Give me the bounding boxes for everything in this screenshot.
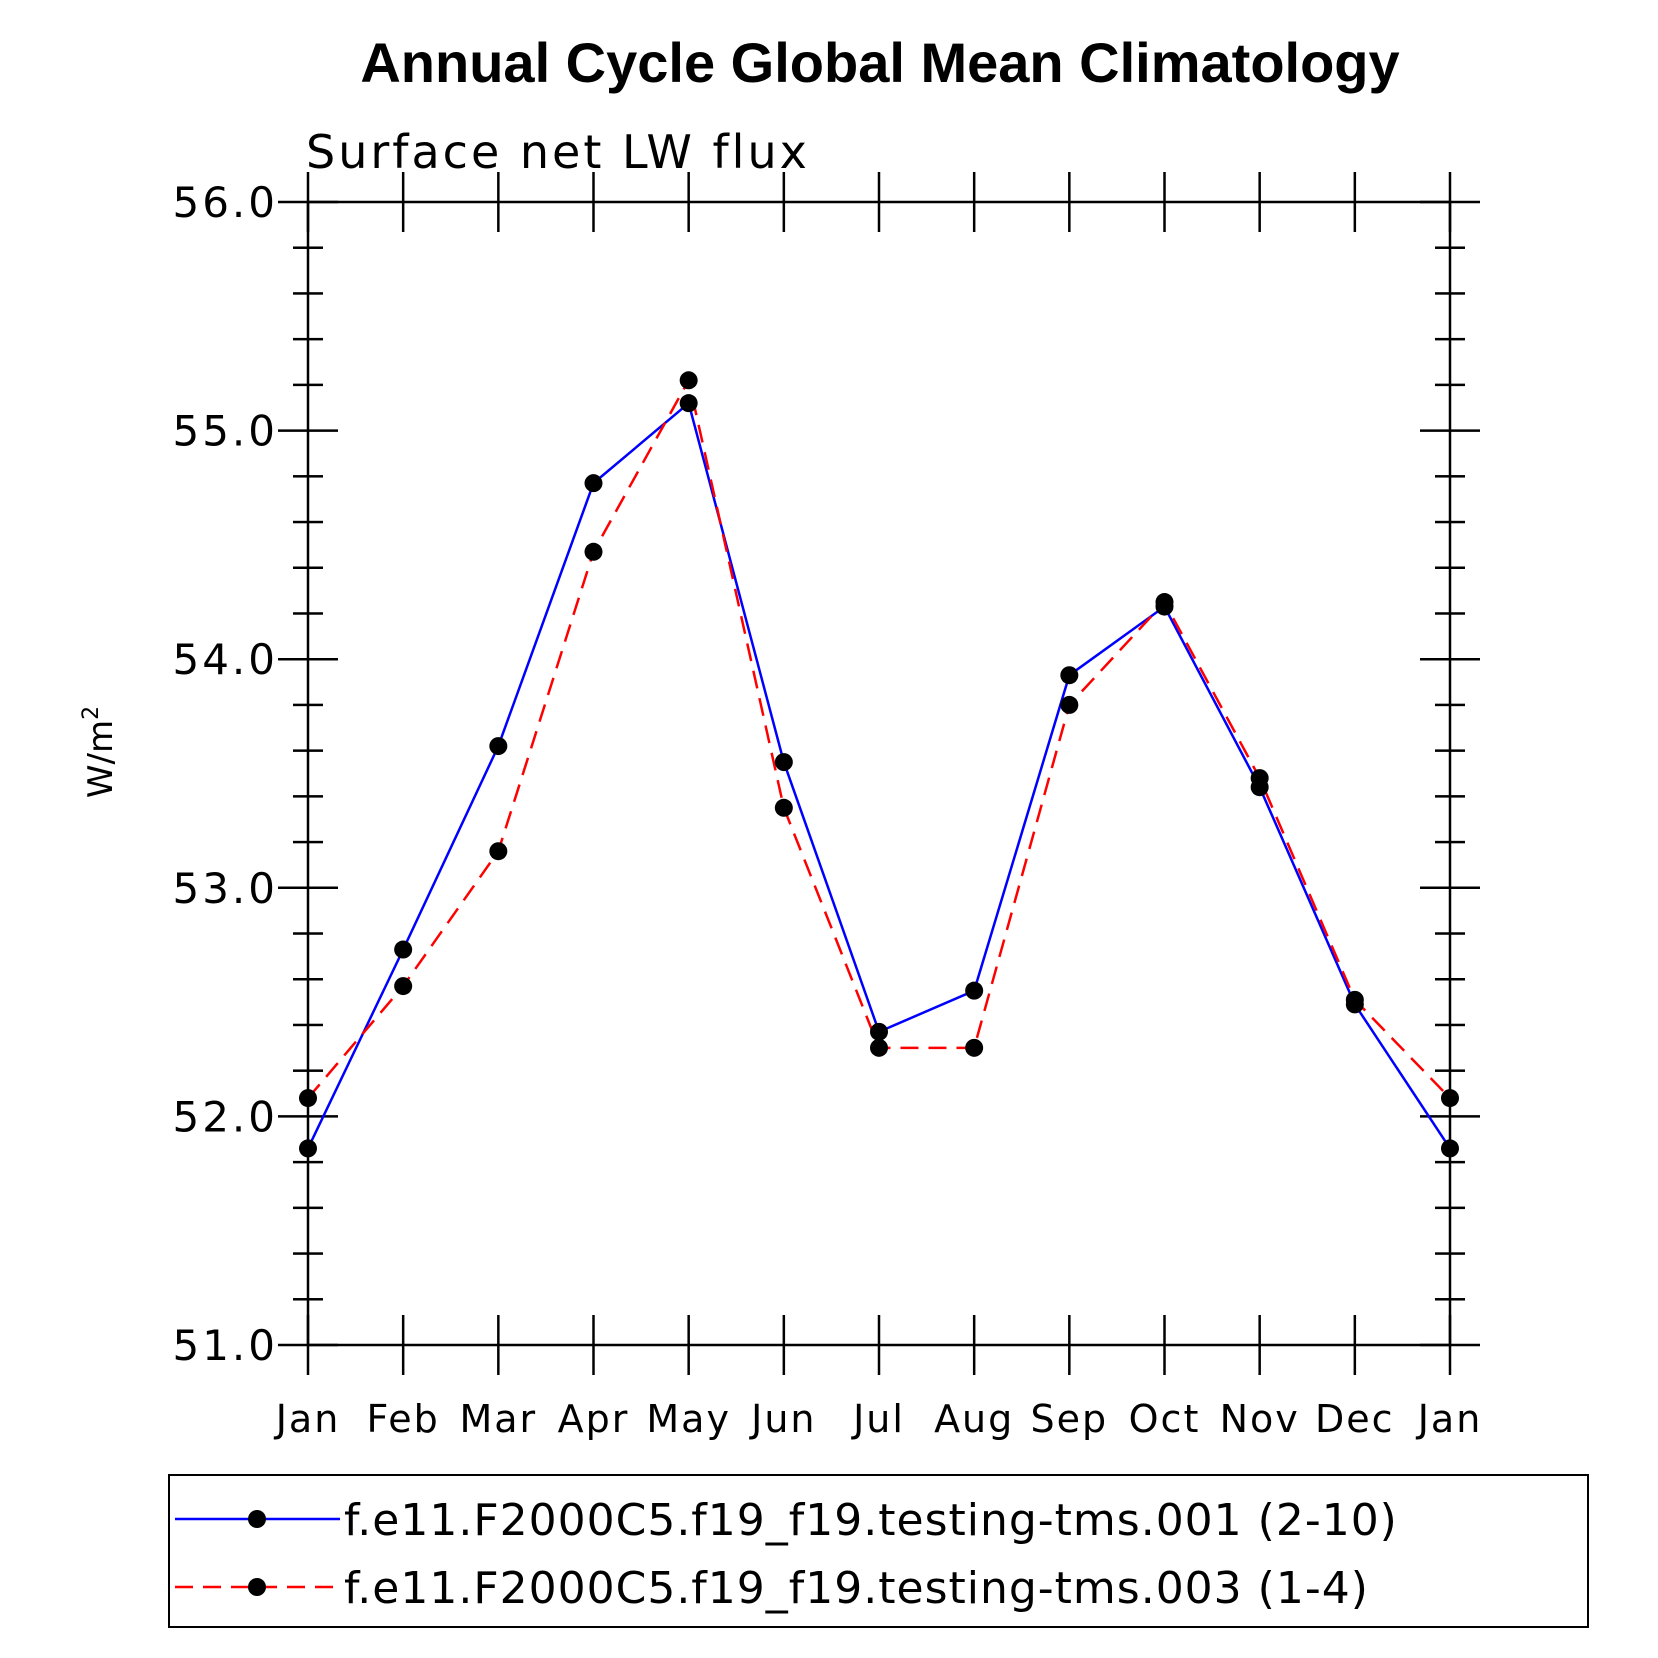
x-tick-label: Nov <box>1220 1397 1300 1441</box>
data-point-series-2 <box>1345 990 1364 1009</box>
series-layer <box>299 371 1459 1158</box>
x-tick-label: Aug <box>934 1397 1014 1441</box>
series-line-2 <box>307 376 1451 1099</box>
data-point-series-1 <box>489 737 508 756</box>
y-tick-label: 52.0 <box>172 1092 278 1141</box>
data-point-series-2 <box>965 1038 984 1057</box>
y-tick-label: 51.0 <box>172 1321 278 1370</box>
chart-title: Annual Cycle Global Mean Climatology <box>360 31 1399 94</box>
y-tick-label: 54.0 <box>172 635 278 684</box>
x-tick-label: May <box>646 1397 731 1441</box>
data-point-series-2 <box>584 542 603 561</box>
x-tick-labels: Jan Feb Mar Apr May Jun Jul Aug Sep Oct Nov Dec Jan <box>274 1397 1483 1441</box>
data-point-series-1 <box>679 394 698 413</box>
x-tick-label: Jul <box>851 1397 905 1441</box>
y-axis-label-base: W/m <box>81 720 121 798</box>
data-point-series-1 <box>870 1022 888 1041</box>
legend-marker-series-1 <box>248 1510 266 1528</box>
legend-label-series-2: f.e11.F2000C5.f19_f19.testing-tms.003 (1… <box>344 1563 1369 1614</box>
x-tick-label: Jan <box>274 1397 341 1441</box>
y-tick-label: 56.0 <box>172 178 278 227</box>
y-axis-label: W/m2 <box>79 706 121 798</box>
x-tick-label: Apr <box>558 1397 630 1441</box>
chart-subtitle: Surface net LW flux <box>306 125 810 179</box>
data-point-series-1 <box>1441 1139 1459 1158</box>
data-point-series-2 <box>1060 695 1079 714</box>
data-point-series-1 <box>299 1139 317 1158</box>
data-point-series-2 <box>1250 769 1269 788</box>
data-point-series-1 <box>965 981 984 1000</box>
data-point-series-2 <box>1155 593 1174 612</box>
x-tick-label: Jan <box>1416 1397 1483 1441</box>
x-tick-label: Oct <box>1129 1397 1201 1441</box>
y-tick-labels: 51.0 52.0 53.0 54.0 55.0 56.0 <box>172 178 278 1370</box>
x-tick-label: Mar <box>459 1397 537 1441</box>
x-tick-label: Jun <box>749 1397 816 1441</box>
y-axis-label-superscript: 2 <box>79 706 104 720</box>
legend-label-series-1: f.e11.F2000C5.f19_f19.testing-tms.001 (2… <box>344 1495 1398 1546</box>
y-tick-label: 53.0 <box>172 864 278 913</box>
data-point-series-1 <box>584 474 603 493</box>
axis-ticks <box>278 172 1480 1375</box>
data-point-series-2 <box>679 371 698 390</box>
x-tick-label: Dec <box>1315 1397 1395 1441</box>
plot-frame <box>306 200 1452 1347</box>
data-point-series-2 <box>1441 1089 1459 1108</box>
data-point-series-2 <box>489 842 508 861</box>
x-tick-label: Sep <box>1031 1397 1109 1441</box>
data-point-series-1 <box>394 940 413 959</box>
legend-box <box>168 1474 1589 1628</box>
data-point-series-2 <box>394 977 413 996</box>
data-point-series-2 <box>870 1038 888 1057</box>
data-point-series-2 <box>299 1089 317 1108</box>
data-point-series-2 <box>774 798 793 817</box>
legend: f.e11.F2000C5.f19_f19.testing-tms.001 (2… <box>168 1474 1589 1628</box>
y-tick-label: 55.0 <box>172 407 278 456</box>
x-tick-label: Feb <box>367 1397 440 1441</box>
legend-marker-series-2 <box>248 1578 266 1596</box>
data-point-series-1 <box>774 753 793 772</box>
data-point-series-1 <box>1060 666 1079 685</box>
